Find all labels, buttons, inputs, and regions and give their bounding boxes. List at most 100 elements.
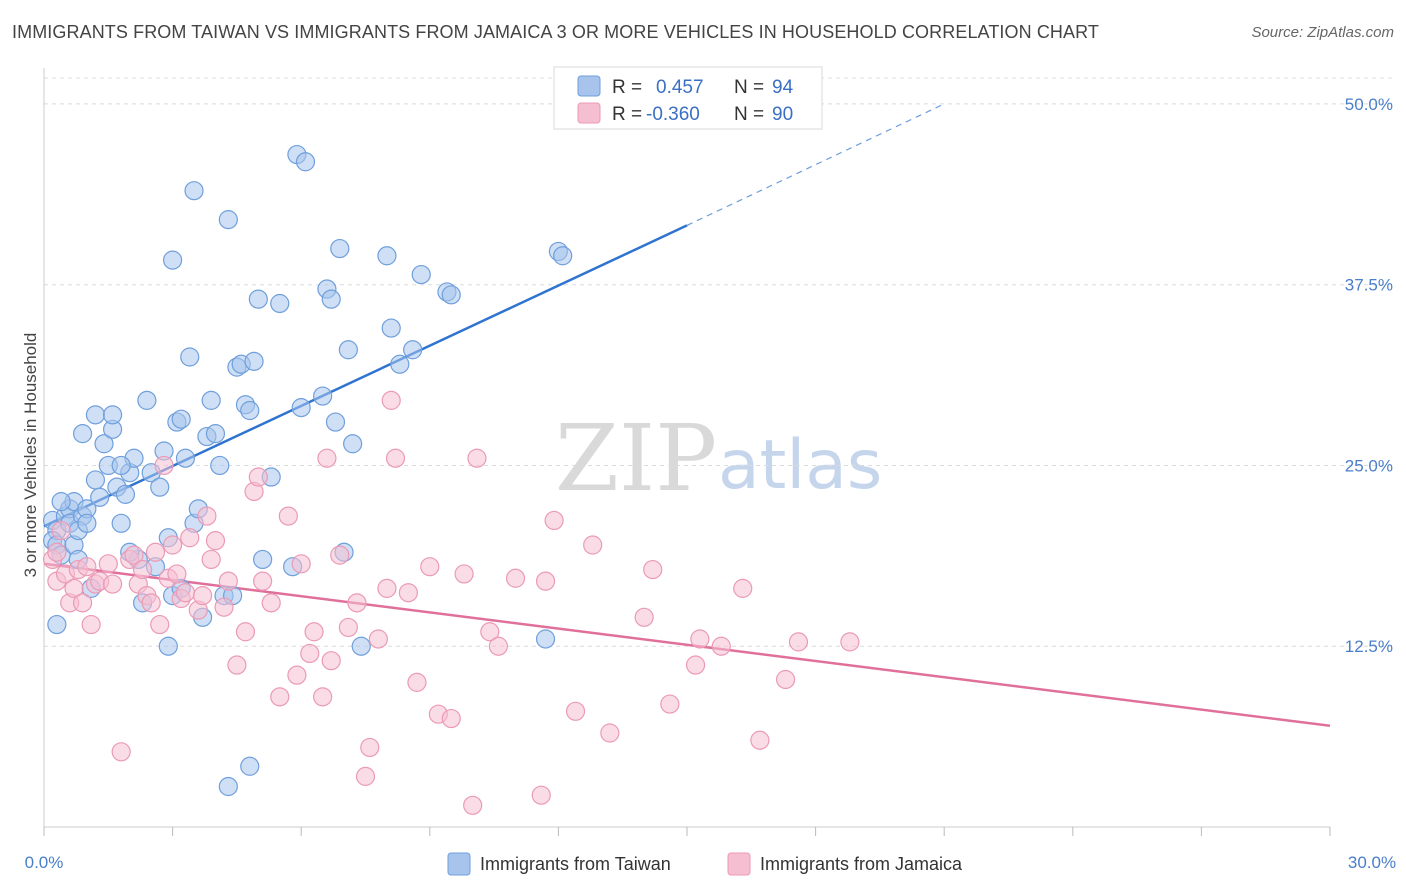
jamaica-point	[175, 583, 196, 603]
chart-source: Source: ZipAtlas.com	[1251, 24, 1394, 41]
jamaica-point	[643, 559, 663, 580]
legend-swatch-jamaica	[577, 102, 601, 124]
axes	[43, 68, 1331, 836]
trend-line-taiwan-extension	[686, 103, 945, 226]
correlation-legend: R = 0.457 N = 94 R = -0.360 N = 90	[553, 66, 823, 130]
taiwan-point	[111, 513, 131, 533]
jamaica-point	[583, 535, 603, 555]
jamaica-point	[330, 545, 350, 565]
jamaica-point	[300, 643, 320, 664]
taiwan-point	[390, 354, 410, 374]
legend-n-label-taiwan: N =	[734, 77, 764, 98]
taiwan-point	[313, 386, 333, 406]
legend-swatch-taiwan	[577, 75, 601, 97]
y-axis-label: 3 or more Vehicles in Household	[21, 333, 40, 578]
bottom-legend-swatch-jamaica	[727, 852, 751, 876]
jamaica-point	[145, 542, 166, 562]
y-tick-label: 50.0%	[1345, 95, 1393, 114]
jamaica-point	[81, 614, 101, 635]
taiwan-point	[403, 340, 423, 360]
jamaica-point	[150, 614, 170, 635]
legend-n-value-jamaica: 90	[772, 104, 793, 125]
jamaica-point	[291, 554, 311, 574]
y-tick-label: 37.5%	[1345, 276, 1393, 295]
jamaica-point	[167, 564, 187, 584]
legend-r-value-taiwan: 0.457	[656, 77, 704, 98]
series-legend: Immigrants from Taiwan Immigrants from J…	[447, 852, 963, 876]
jamaica-point	[64, 578, 84, 598]
jamaica-point	[355, 766, 376, 786]
taiwan-point	[94, 434, 114, 454]
taiwan-point	[218, 776, 238, 797]
legend-r-value-jamaica: -0.360	[646, 104, 700, 125]
jamaica-point	[321, 651, 341, 671]
jamaica-point	[420, 557, 440, 577]
taiwan-point	[85, 405, 106, 425]
taiwan-point	[201, 390, 221, 410]
watermark-zip: ZIP	[555, 405, 717, 512]
taiwan-point	[47, 614, 67, 635]
taiwan-point	[102, 405, 123, 425]
taiwan-point	[72, 424, 93, 444]
jamaica-point	[505, 568, 526, 588]
jamaica-point	[180, 528, 200, 548]
taiwan-point	[85, 470, 106, 490]
jamaica-point	[227, 655, 247, 675]
taiwan-point	[171, 409, 191, 429]
series-taiwan-points	[42, 144, 573, 797]
jamaica-point	[235, 622, 256, 642]
jamaica-point	[488, 636, 508, 656]
taiwan-point	[90, 487, 110, 507]
jamaica-point	[535, 571, 556, 591]
trend-line-jamaica	[43, 562, 1331, 728]
taiwan-point	[351, 636, 371, 656]
taiwan-point	[381, 318, 401, 338]
jamaica-point	[788, 632, 809, 652]
jamaica-point	[51, 520, 71, 541]
taiwan-point	[150, 477, 170, 497]
jamaica-point	[132, 559, 153, 580]
jamaica-point	[441, 708, 461, 729]
jamaica-point	[248, 467, 268, 487]
taiwan-point	[240, 400, 260, 421]
taiwan-point	[244, 351, 264, 371]
x-tick-label: 0.0%	[25, 853, 64, 872]
jamaica-point	[111, 742, 131, 762]
x-tick-labels: 0.0% 30.0%	[25, 853, 1396, 872]
jamaica-point	[304, 622, 324, 642]
legend-n-label-jamaica: N =	[734, 104, 764, 125]
series-jamaica-points	[42, 390, 860, 815]
x-tick-label: 30.0%	[1348, 853, 1396, 872]
jamaica-point	[690, 629, 710, 649]
taiwan-point	[137, 390, 157, 410]
taiwan-point	[51, 492, 71, 512]
legend-r-label-jamaica: R =	[612, 104, 642, 125]
bottom-legend-swatch-taiwan	[447, 852, 471, 876]
legend-n-value-taiwan: 94	[772, 77, 794, 98]
y-tick-label: 12.5%	[1345, 637, 1393, 656]
taiwan-point	[210, 455, 230, 476]
jamaica-point	[467, 448, 487, 468]
jamaica-point	[72, 593, 93, 613]
jamaica-point	[124, 545, 144, 565]
jamaica-point	[338, 617, 358, 638]
taiwan-point	[77, 513, 97, 533]
jamaica-point	[480, 622, 500, 642]
jamaica-point	[163, 535, 183, 555]
taiwan-point	[240, 756, 260, 776]
jamaica-point	[733, 578, 753, 598]
taiwan-point	[111, 455, 131, 476]
taiwan-point	[115, 484, 136, 504]
jamaica-point	[317, 448, 337, 468]
jamaica-point	[531, 785, 551, 805]
taiwan-point	[158, 636, 178, 656]
taiwan-point	[163, 250, 183, 270]
taiwan-point	[291, 398, 311, 418]
jamaica-point	[840, 632, 860, 652]
y-tick-labels: 12.5% 25.0% 37.5% 50.0%	[1345, 95, 1393, 656]
taiwan-point	[330, 238, 350, 259]
jamaica-point	[750, 730, 770, 750]
jamaica-point	[565, 701, 586, 721]
taiwan-point	[441, 285, 461, 305]
jamaica-point	[600, 723, 620, 743]
